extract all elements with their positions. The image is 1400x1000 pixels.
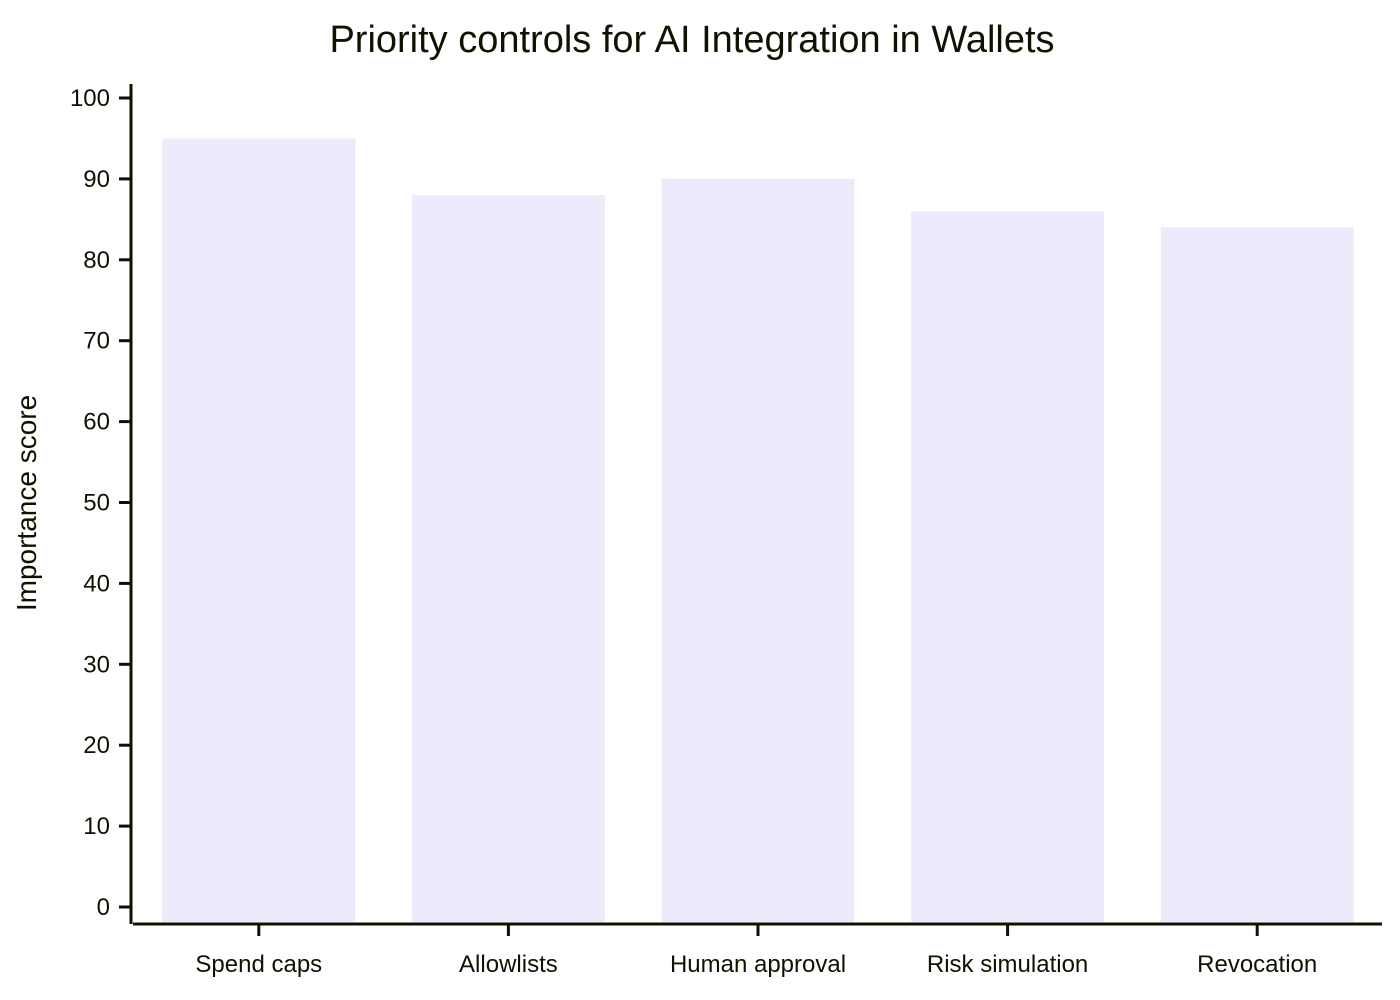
bars-group — [162, 138, 1354, 923]
x-tick-label: Spend caps — [195, 951, 322, 978]
y-tick-label: 50 — [83, 490, 110, 517]
bar-spend-caps — [162, 138, 356, 922]
bar-allowlists — [411, 195, 605, 923]
y-tick-label: 30 — [83, 651, 110, 678]
bar-human-approval — [661, 178, 855, 922]
x-tick-label: Risk simulation — [927, 951, 1088, 978]
y-axis: 0 10 20 30 40 50 60 70 80 90 100 — [70, 84, 133, 924]
x-axis: Spend caps Allowlists Human approval Risk s… — [133, 922, 1382, 978]
x-tick-label: Allowlists — [459, 951, 558, 978]
y-tick-label: 20 — [83, 732, 110, 759]
y-tick-label: 100 — [70, 85, 110, 112]
y-tick-label: 80 — [83, 247, 110, 274]
x-tick-label: Revocation — [1197, 951, 1317, 978]
y-axis-label: Importance score — [11, 395, 42, 611]
bar-risk-simulation — [911, 211, 1105, 923]
y-tick-label: 60 — [83, 409, 110, 436]
y-tick-label: 70 — [83, 328, 110, 355]
chart-title: Priority controls for AI Integration in … — [329, 19, 1054, 61]
y-tick-label: 10 — [83, 813, 110, 840]
y-tick-label: 90 — [83, 166, 110, 193]
x-tick-label: Human approval — [670, 951, 846, 978]
y-tick-label: 40 — [83, 570, 110, 597]
bar-revocation — [1160, 227, 1354, 922]
y-tick-label: 0 — [97, 894, 110, 921]
